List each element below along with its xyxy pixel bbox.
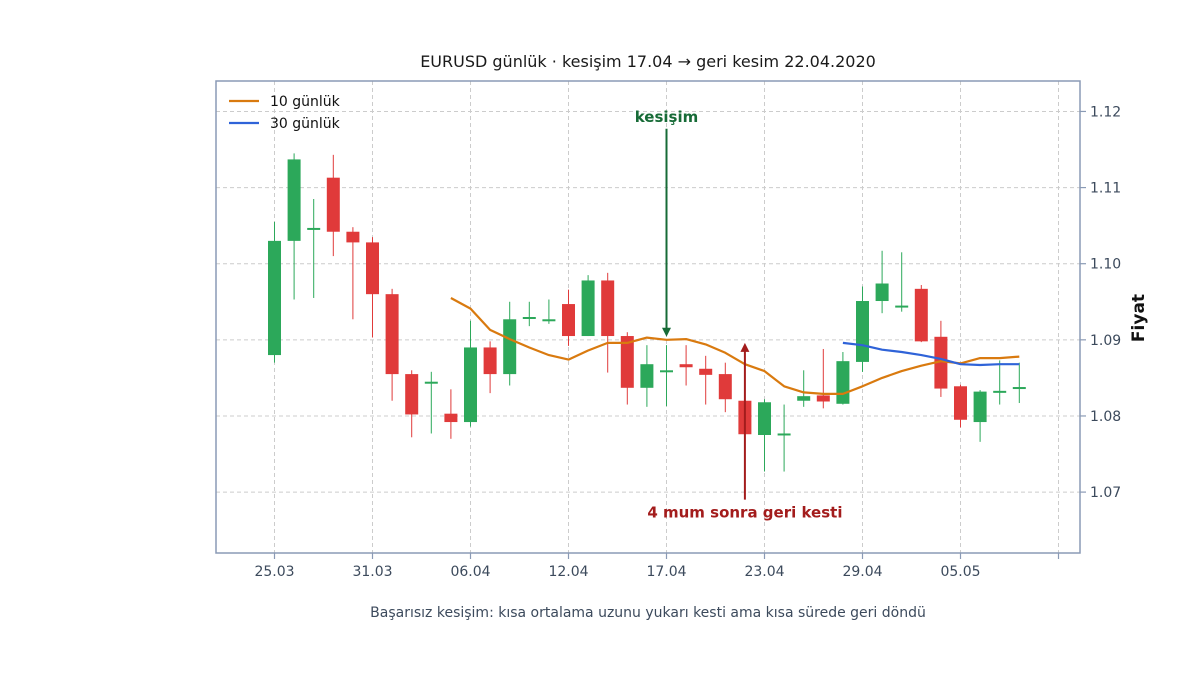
y-tick-label: 1.09: [1090, 333, 1121, 349]
candle-body-up: [287, 159, 301, 241]
candle-body-up: [660, 370, 673, 373]
y-tick-label: 1.10: [1090, 257, 1121, 273]
legend-label-10-gunluk: 10 günlük: [270, 94, 341, 110]
candle-body-up: [542, 319, 556, 322]
candle-body-down: [914, 288, 928, 342]
x-tick-label: 31.03: [352, 564, 392, 580]
candle-body-up: [856, 301, 869, 362]
x-tick-label: 06.04: [450, 564, 490, 580]
candle-body-up: [758, 402, 771, 435]
candle-body-up: [268, 240, 281, 356]
candle-body-down: [954, 386, 967, 420]
candle-body-down: [718, 374, 732, 400]
x-tick-label: 12.04: [548, 564, 588, 580]
candle-body-down: [699, 368, 713, 375]
candle-body-down: [346, 231, 360, 243]
tick-layer: 1.07 1.08 1.09 1.10 1.11 1.12 25.03 31.03 06.04 1…: [254, 104, 1121, 580]
x-tick-label: 17.04: [646, 564, 686, 580]
x-tick-label: 05.05: [940, 564, 980, 580]
candle-body-down: [620, 336, 634, 388]
candle-body-up: [836, 361, 850, 404]
annotation-geri-kesti-label: 4 mum sonra geri kesti: [647, 504, 842, 522]
annotation-kesisim-arrow-head: [662, 327, 671, 337]
candle-body-up: [640, 364, 654, 388]
y-tick-label: 1.11: [1090, 181, 1121, 197]
y-tick-label: 1.07: [1090, 485, 1121, 501]
annotation-geri-kesti-arrow-head: [740, 342, 750, 352]
x-tick-label: 23.04: [744, 564, 784, 580]
candle-body-down: [816, 395, 830, 402]
y-tick-label: 1.08: [1090, 409, 1121, 425]
candle-body-down: [444, 413, 458, 423]
candle-body-up: [464, 347, 477, 423]
chart-caption: Başarısız kesişim: kısa ortalama uzunu y…: [370, 605, 926, 621]
candle-body-up: [503, 319, 517, 375]
candle-body-up: [895, 305, 909, 308]
candle-body-down: [679, 364, 693, 368]
candle-body-up: [797, 396, 811, 401]
candle-body-up: [875, 283, 889, 302]
candle-body-up: [307, 227, 321, 230]
candle-body-up: [581, 280, 595, 337]
candle-body-down: [366, 242, 379, 295]
annotation-kesisim-label: kesişim: [635, 108, 699, 126]
ma-30-gunluk-line: [842, 341, 1020, 367]
candle-body-down: [562, 304, 575, 337]
plot-frame: [215, 80, 1081, 554]
chart-title: EURUSD günlük · kesişim 17.04 → geri kes…: [420, 52, 876, 71]
legend: 10 günlük 30 günlük: [229, 94, 341, 132]
y-axis-label: Fiyat: [1129, 294, 1149, 342]
y-tick-label: 1.12: [1090, 104, 1121, 120]
annotation-layer: kesişim 4 mum sonra geri kesti: [635, 108, 843, 522]
ma-10-gunluk-line: [450, 297, 1020, 395]
candle-body-up: [973, 391, 987, 423]
candle-body-down: [601, 280, 615, 337]
candle-body-down: [934, 336, 948, 389]
x-tick-label: 29.04: [842, 564, 882, 580]
candle-body-down: [385, 294, 399, 375]
candle-layer: [268, 153, 1026, 472]
candle-body-up: [777, 433, 791, 436]
line-layer: [450, 297, 1020, 395]
candle-body-up: [424, 381, 438, 384]
candle-body-up: [1012, 387, 1026, 390]
grid-layer: [216, 81, 1080, 553]
candle-body-down: [326, 177, 340, 232]
candle-body-down: [405, 374, 419, 415]
x-tick-label: 25.03: [254, 564, 294, 580]
candle-body-down: [483, 347, 497, 375]
legend-label-30-gunluk: 30 günlük: [270, 116, 341, 132]
candle-body-up: [522, 317, 536, 319]
candle-body-up: [993, 390, 1007, 393]
